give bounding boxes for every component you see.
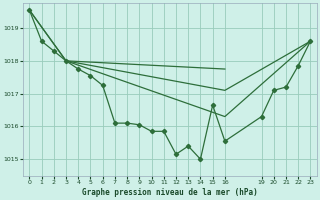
X-axis label: Graphe pression niveau de la mer (hPa): Graphe pression niveau de la mer (hPa) (82, 188, 258, 197)
